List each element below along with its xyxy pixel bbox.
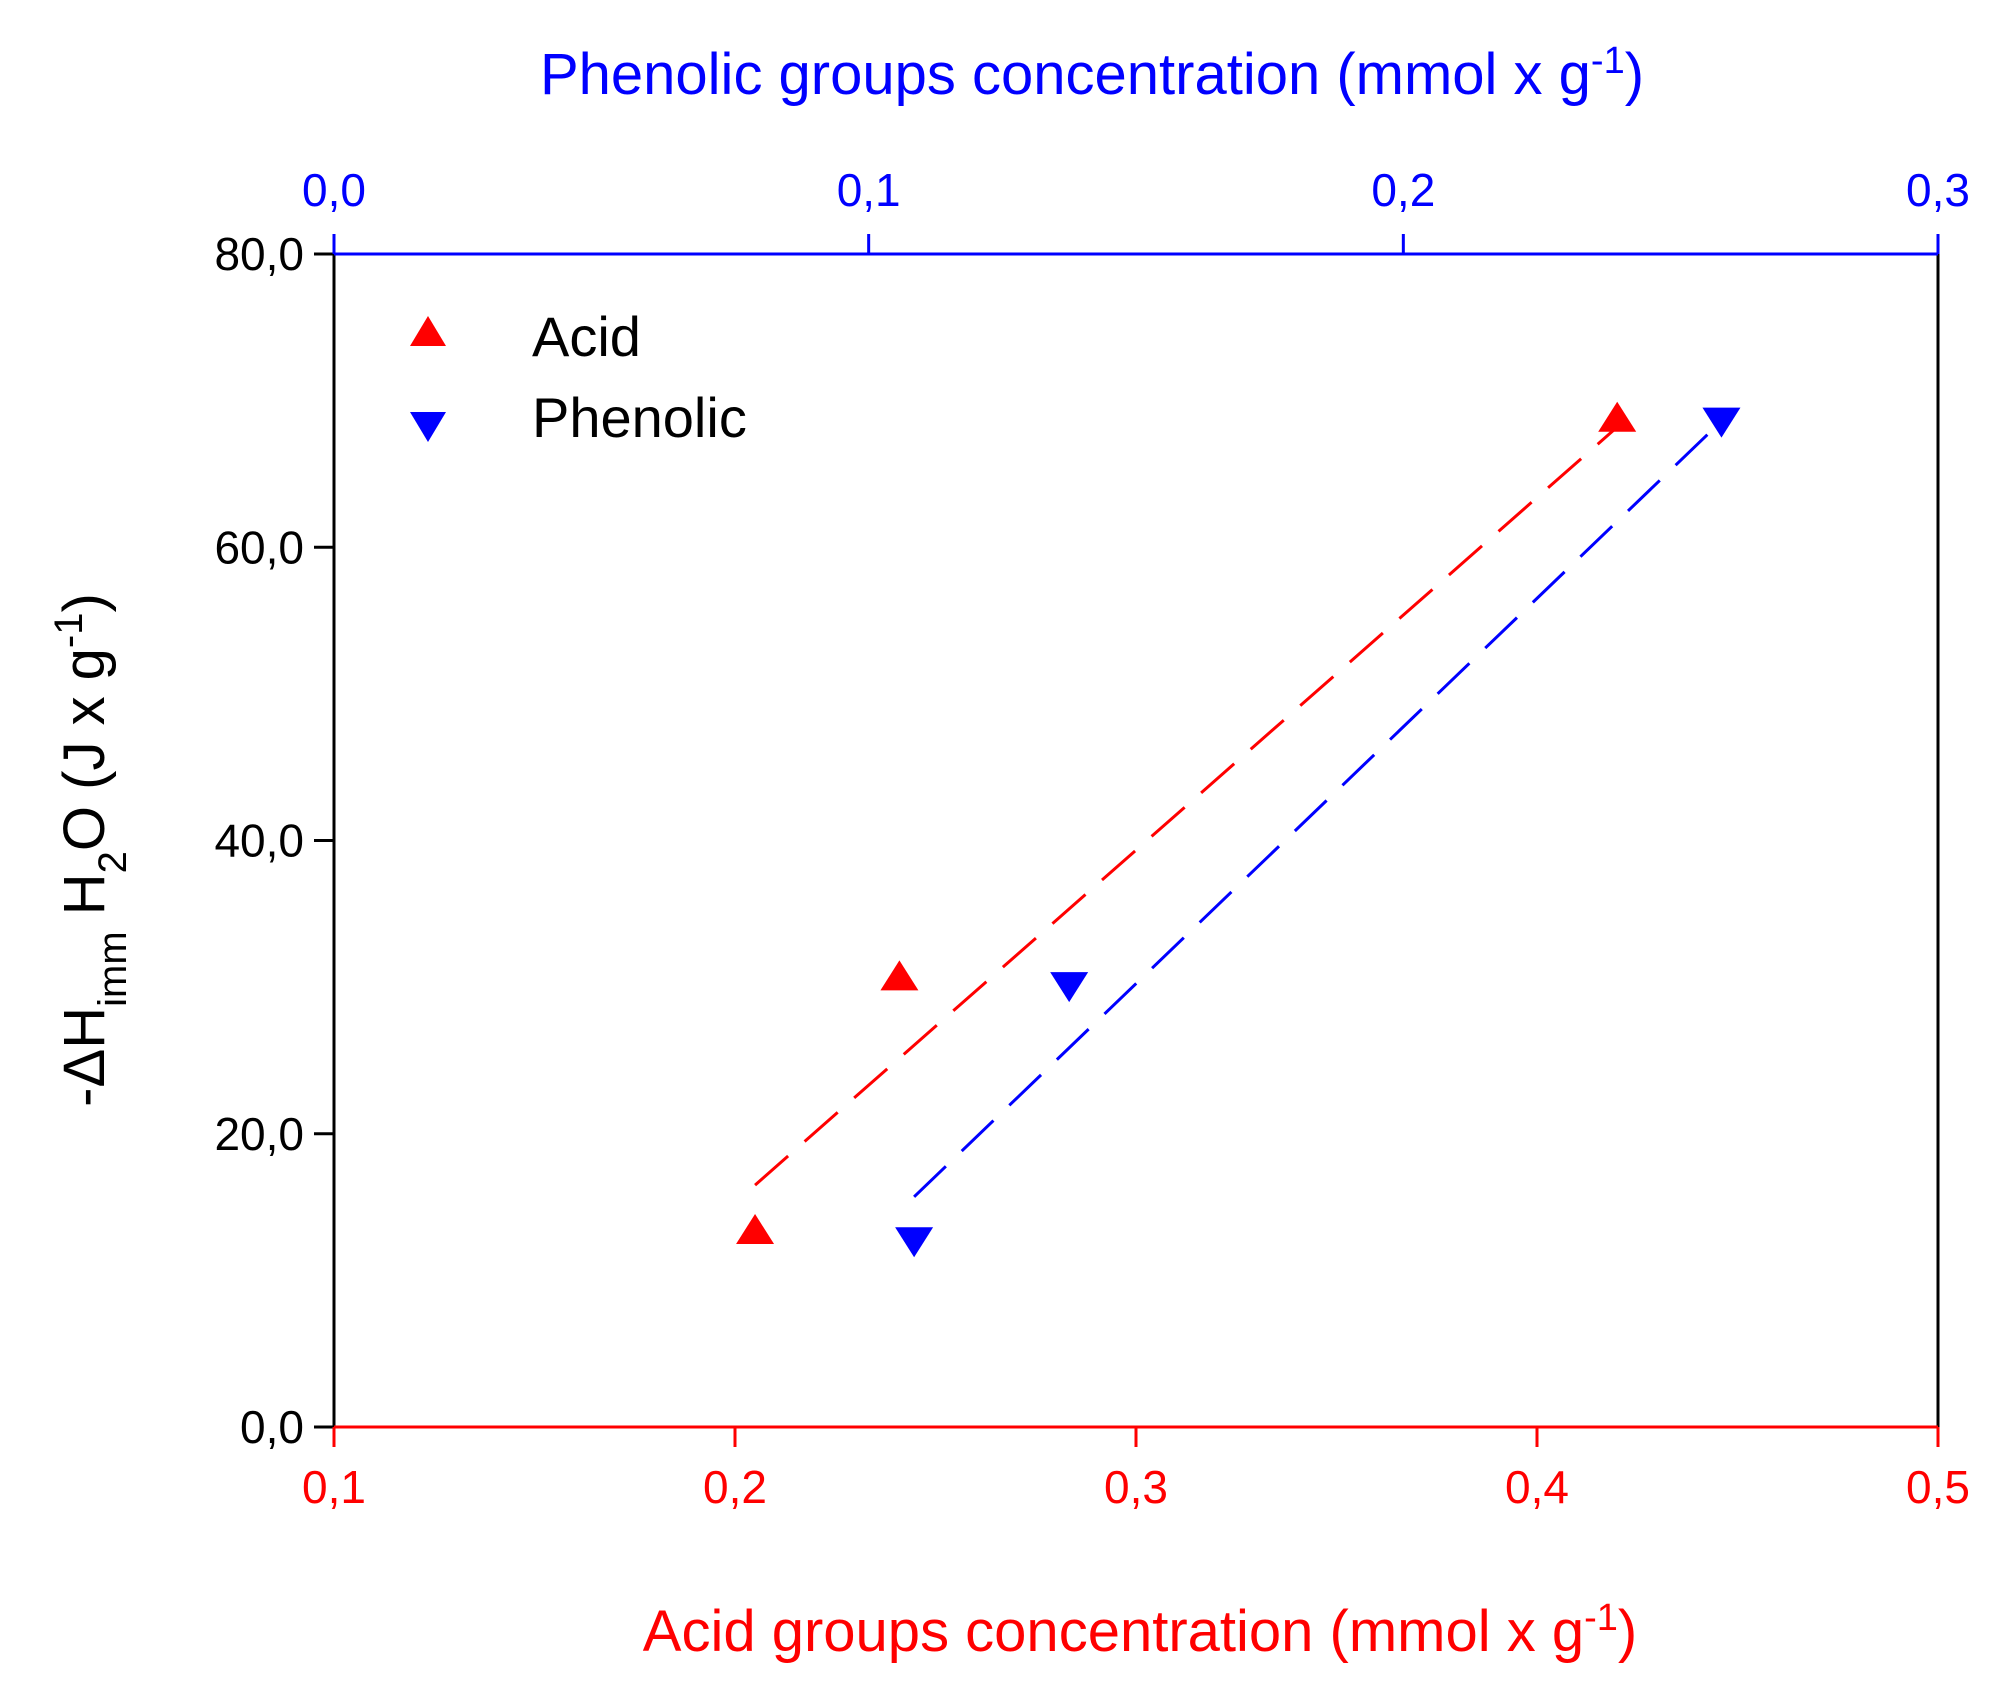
bottom-tick-label: 0,2 xyxy=(703,1461,767,1513)
marker-phenolic xyxy=(895,1227,934,1258)
fit-lines xyxy=(754,420,1723,1198)
left-tick-label: 40,0 xyxy=(214,815,304,867)
top-tick-label: 0,1 xyxy=(837,164,901,216)
top-tick-label: 0,3 xyxy=(1906,164,1970,216)
legend-phenolic-label: Phenolic xyxy=(532,386,747,449)
bottom-tick-label: 0,3 xyxy=(1104,1461,1168,1513)
marker-phenolic xyxy=(1050,972,1089,1003)
fit-line-phenolic xyxy=(913,420,1723,1198)
legend-acid-marker xyxy=(410,316,446,346)
left-tick-label: 80,0 xyxy=(214,228,304,280)
legend-phenolic-marker xyxy=(410,412,446,442)
marker-acid xyxy=(1598,401,1637,432)
bottom-axis-ticks: 0,1 0,2 0,3 0,4 0,5 xyxy=(302,1427,1970,1513)
top-tick-label: 0,0 xyxy=(302,164,366,216)
legend-acid-label: Acid xyxy=(532,305,641,368)
left-tick-label: 20,0 xyxy=(214,1108,304,1160)
marker-acid xyxy=(736,1214,775,1245)
left-axis-ticks: 0,0 20,0 40,0 60,0 80,0 xyxy=(214,228,334,1453)
bottom-axis-title: Acid groups concentration (mmol x g-1) xyxy=(643,1597,1637,1664)
bottom-tick-label: 0,5 xyxy=(1906,1461,1970,1513)
bottom-tick-label: 0,4 xyxy=(1505,1461,1569,1513)
top-tick-label: 0,2 xyxy=(1371,164,1435,216)
bottom-tick-label: 0,1 xyxy=(302,1461,366,1513)
left-tick-label: 0,0 xyxy=(240,1401,304,1453)
data-markers xyxy=(736,401,1741,1258)
top-axis-title: Phenolic groups concentration (mmol x g-… xyxy=(540,40,1644,107)
fit-line-acid xyxy=(754,425,1619,1187)
left-axis-title: -ΔHimm H2O (J x g-1) xyxy=(47,593,135,1107)
marker-acid xyxy=(880,960,919,991)
left-tick-label: 60,0 xyxy=(214,521,304,573)
top-axis-ticks: 0,0 0,1 0,2 0,3 xyxy=(302,164,1970,254)
legend: Acid Phenolic xyxy=(410,305,747,449)
marker-phenolic xyxy=(1702,407,1741,438)
